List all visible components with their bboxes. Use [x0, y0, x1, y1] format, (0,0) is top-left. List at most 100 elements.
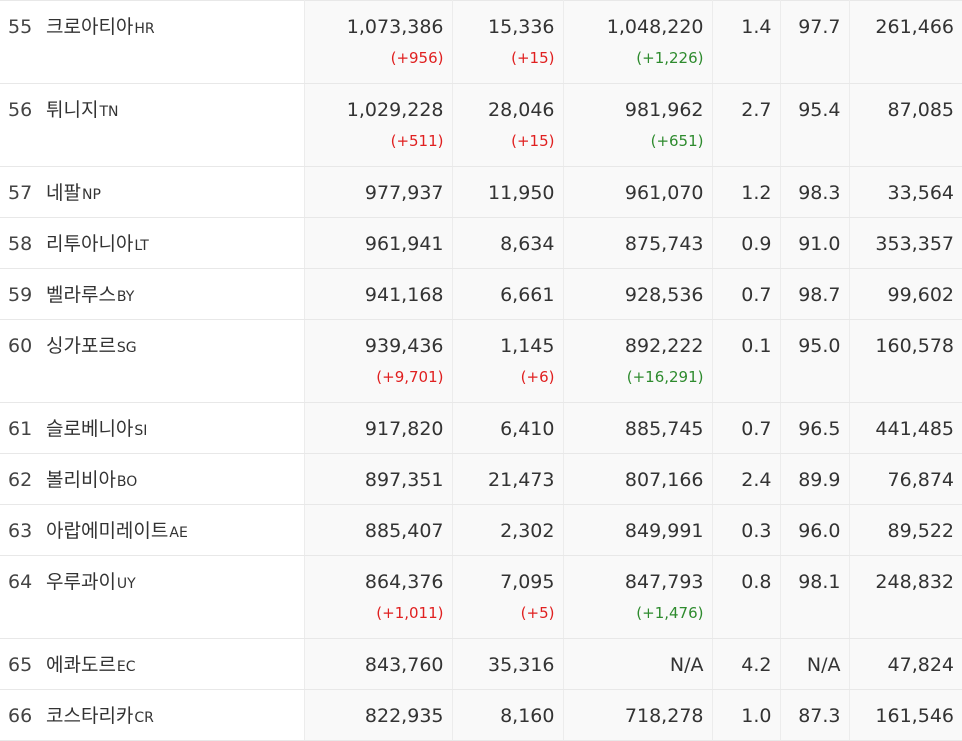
rank-number: 64 — [8, 571, 33, 593]
recovery-rate-value: 89.9 — [798, 469, 841, 491]
cases-per-million-cell: 161,546 — [849, 689, 962, 741]
country-cell: 62 볼리비아BO — [0, 453, 305, 505]
recovery-rate-value: 98.7 — [798, 284, 841, 306]
country-cell: 56 튀니지TN — [0, 83, 305, 167]
confirmed-cases-cell: 897,351 — [304, 453, 453, 505]
recovery-rate-cell: 95.0 — [780, 319, 850, 403]
recovered-cell: 718,278 — [563, 689, 713, 741]
confirmed-cases-value: 864,376 — [364, 571, 444, 593]
confirmed-cases-cell: 917,820 — [304, 402, 453, 454]
confirmed-cases-delta: (+511) — [390, 132, 444, 150]
fatality-rate-value: 0.1 — [741, 335, 772, 357]
deaths-value: 2,302 — [500, 520, 555, 542]
deaths-cell: 21,473 — [452, 453, 564, 505]
fatality-rate-cell: 1.4 — [712, 0, 781, 84]
deaths-cell: 15,336 (+15) — [452, 0, 564, 84]
deaths-cell: 11,950 — [452, 166, 564, 218]
country-name: 크로아티아 — [46, 16, 134, 38]
country-code: SG — [116, 340, 137, 356]
country-cell: 58 리투아니아LT — [0, 217, 305, 269]
table-row: 64 우루과이UY 864,376 (+1,011) 7,095 (+5) 847,793 (… — [0, 555, 962, 639]
cases-per-million-value: 87,085 — [887, 99, 954, 121]
country-code: HR — [134, 21, 155, 37]
recovered-cell: 928,536 — [563, 268, 713, 320]
recovered-delta: (+1,226) — [636, 49, 704, 67]
deaths-value: 6,410 — [500, 418, 555, 440]
cases-per-million-cell: 353,357 — [849, 217, 962, 269]
country-name: 네팔 — [46, 182, 81, 204]
cases-per-million-value: 248,832 — [875, 571, 954, 593]
confirmed-cases-value: 843,760 — [364, 654, 444, 676]
recovery-rate-value: 95.4 — [798, 99, 841, 121]
recovery-rate-cell: 96.5 — [780, 402, 850, 454]
confirmed-cases-cell: 977,937 — [304, 166, 453, 218]
recovery-rate-cell: N/A — [780, 638, 850, 690]
country-name: 에콰도르 — [46, 654, 116, 676]
recovery-rate-cell: 89.9 — [780, 453, 850, 505]
country-cell: 65 에콰도르EC — [0, 638, 305, 690]
recovery-rate-cell: 97.7 — [780, 0, 850, 84]
confirmed-cases-delta: (+956) — [390, 49, 444, 67]
rank-number: 59 — [8, 284, 33, 306]
recovered-value: 807,166 — [624, 469, 704, 491]
cases-per-million-cell: 89,522 — [849, 504, 962, 556]
fatality-rate-cell: 0.1 — [712, 319, 781, 403]
recovery-rate-cell: 98.1 — [780, 555, 850, 639]
country-code: CR — [134, 710, 154, 726]
confirmed-cases-cell: 939,436 (+9,701) — [304, 319, 453, 403]
country-name: 슬로베니아 — [46, 418, 134, 440]
fatality-rate-value: 1.4 — [741, 16, 772, 38]
fatality-rate-value: 2.7 — [741, 99, 772, 121]
cases-per-million-value: 33,564 — [887, 182, 954, 204]
cases-per-million-value: 99,602 — [887, 284, 954, 306]
confirmed-cases-value: 885,407 — [364, 520, 444, 542]
recovered-value: 981,962 — [624, 99, 704, 121]
deaths-cell: 35,316 — [452, 638, 564, 690]
recovery-rate-value: 98.1 — [798, 571, 841, 593]
cases-per-million-cell: 33,564 — [849, 166, 962, 218]
deaths-cell: 6,661 — [452, 268, 564, 320]
recovered-cell: 892,222 (+16,291) — [563, 319, 713, 403]
recovered-cell: 875,743 — [563, 217, 713, 269]
recovery-rate-value: 96.5 — [798, 418, 841, 440]
cases-per-million-value: 353,357 — [875, 233, 954, 255]
recovered-value: 928,536 — [624, 284, 704, 306]
deaths-cell: 28,046 (+15) — [452, 83, 564, 167]
confirmed-cases-cell: 843,760 — [304, 638, 453, 690]
recovery-rate-cell: 96.0 — [780, 504, 850, 556]
country-code: AE — [169, 525, 188, 541]
rank-number: 65 — [8, 654, 33, 676]
deaths-value: 8,160 — [500, 705, 555, 727]
deaths-value: 1,145 — [500, 335, 555, 357]
recovery-rate-value: N/A — [806, 654, 841, 676]
recovery-rate-value: 87.3 — [798, 705, 841, 727]
country-code: BY — [116, 289, 135, 305]
fatality-rate-cell: 0.8 — [712, 555, 781, 639]
cases-per-million-value: 160,578 — [875, 335, 954, 357]
confirmed-cases-cell: 941,168 — [304, 268, 453, 320]
country-name: 벨라루스 — [46, 284, 116, 306]
fatality-rate-value: 0.7 — [741, 418, 772, 440]
confirmed-cases-value: 822,935 — [364, 705, 444, 727]
recovery-rate-value: 95.0 — [798, 335, 841, 357]
deaths-cell: 8,160 — [452, 689, 564, 741]
fatality-rate-value: 4.2 — [741, 654, 772, 676]
deaths-value: 11,950 — [488, 182, 555, 204]
fatality-rate-cell: 0.7 — [712, 402, 781, 454]
confirmed-cases-cell: 1,029,228 (+511) — [304, 83, 453, 167]
fatality-rate-value: 0.9 — [741, 233, 772, 255]
table-row: 65 에콰도르EC 843,760 35,316 N/A 4.2 N/A 47,824 — [0, 638, 962, 690]
table-row: 62 볼리비아BO 897,351 21,473 807,166 2.4 89.9 76,87… — [0, 453, 962, 505]
cases-per-million-cell: 441,485 — [849, 402, 962, 454]
confirmed-cases-value: 917,820 — [364, 418, 444, 440]
fatality-rate-value: 0.7 — [741, 284, 772, 306]
recovered-value: 849,991 — [624, 520, 704, 542]
cases-per-million-value: 76,874 — [887, 469, 954, 491]
confirmed-cases-cell: 822,935 — [304, 689, 453, 741]
country-name: 볼리비아 — [46, 469, 116, 491]
deaths-value: 21,473 — [488, 469, 555, 491]
country-code: BO — [116, 474, 138, 490]
country-code: UY — [116, 576, 136, 592]
deaths-value: 28,046 — [488, 99, 555, 121]
